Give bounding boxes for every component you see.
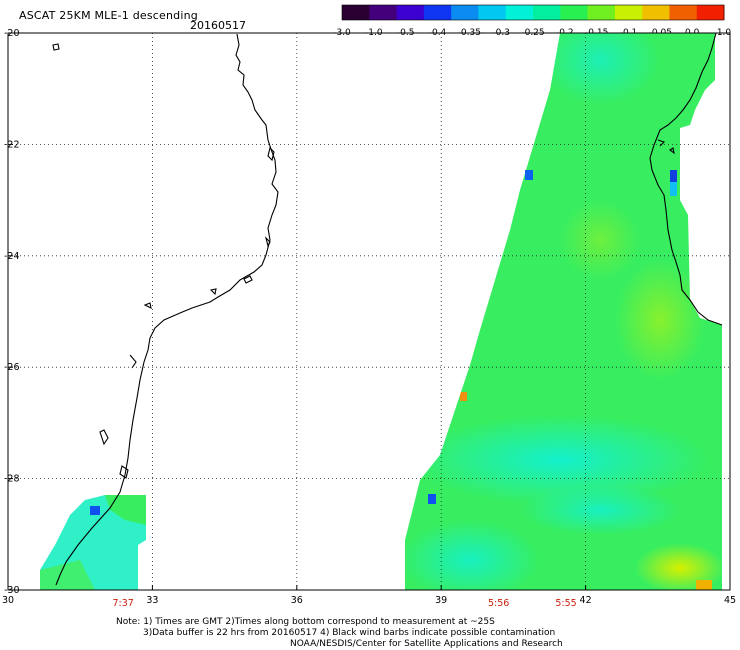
- colorbar-swatch: [396, 5, 425, 20]
- coastline-mark-1: [52, 43, 60, 51]
- colorbar-swatch: [451, 5, 479, 20]
- note-line-3: NOAA/NESDIS/Center for Satellite Applica…: [290, 639, 563, 649]
- lon-label: 33: [146, 595, 158, 606]
- note-line-2: 3)Data buffer is 22 hrs from 20160517 4)…: [143, 628, 556, 638]
- coastline-maputo-bay: [129, 354, 137, 369]
- coastline-madagascar: [649, 32, 723, 326]
- colorbar-swatch: [614, 5, 643, 20]
- colorbar-swatch: [505, 5, 534, 20]
- map-frame: [7, 32, 731, 591]
- swath-east-blue-cell-north: [525, 170, 533, 180]
- coastline-madagascar-notch: [657, 139, 666, 147]
- coastline: [52, 32, 723, 586]
- lon-label: 42: [580, 595, 592, 606]
- colorbar-swatch: [423, 5, 452, 20]
- swath-east-cyan-south: [405, 520, 540, 590]
- coastline-island-small: [243, 275, 253, 284]
- colorbar-swatch: [533, 5, 561, 20]
- coastline-island-lake: [209, 288, 217, 296]
- swath-east-orange-cell: [696, 580, 712, 590]
- note-line-1: Note: 1) Times are GMT 2)Times along bot…: [116, 617, 495, 627]
- coastline-lake-1: [99, 429, 109, 446]
- swath-east-cyan-sw: [520, 485, 680, 535]
- swath-east-orange-cell-west: [460, 392, 467, 401]
- swath-west-blue-cell: [90, 506, 100, 515]
- time-label: 5:56: [487, 598, 510, 609]
- grid-lines: [8, 33, 730, 590]
- map-date: 20160517: [190, 19, 246, 32]
- coastline-mozambique: [55, 33, 279, 586]
- coastline-lake-2: [143, 302, 152, 309]
- swath-east-cyan-mid: [410, 415, 710, 505]
- colorbar-swatch: [369, 5, 398, 20]
- lon-label: 36: [291, 595, 303, 606]
- colorbar-swatch: [342, 5, 370, 20]
- swath-west: [40, 495, 146, 590]
- lon-label: 45: [724, 595, 736, 606]
- colorbar: [341, 4, 725, 21]
- axis-ticks: [7, 32, 731, 591]
- coastline-island-mark: [669, 147, 675, 155]
- swath-east-cyan-north: [540, 33, 660, 105]
- coastline-richards-bay: [119, 465, 129, 479]
- swath-west-green-sw: [40, 560, 95, 590]
- swath-east-blue-cell: [428, 494, 436, 504]
- lon-label: 39: [435, 595, 447, 606]
- swath-east-cyan-cell-coast: [670, 182, 677, 196]
- coastline-bazaruto: [267, 146, 275, 162]
- map-title: ASCAT 25KM MLE-1 descending: [19, 9, 198, 22]
- swath-east-lime-mid: [560, 200, 640, 280]
- swath-west-green: [105, 495, 146, 525]
- colorbar-swatch: [642, 5, 670, 20]
- time-label: 5:55: [555, 598, 577, 609]
- colorbar-swatch: [560, 5, 589, 20]
- colorbar-swatch: [478, 5, 507, 20]
- swath-east-lime-east: [615, 260, 705, 380]
- colorbar-swatch: [587, 5, 616, 20]
- swath-east-blue-cell-coast: [670, 170, 677, 182]
- colorbar-swatch: [669, 5, 698, 20]
- colorbar-frame: [341, 4, 725, 21]
- lon-label: 30: [2, 595, 14, 606]
- colorbar-swatch: [696, 5, 725, 20]
- time-label: 7:37: [112, 598, 134, 609]
- swath-east: [405, 33, 722, 590]
- coastline-inhambane: [264, 236, 271, 248]
